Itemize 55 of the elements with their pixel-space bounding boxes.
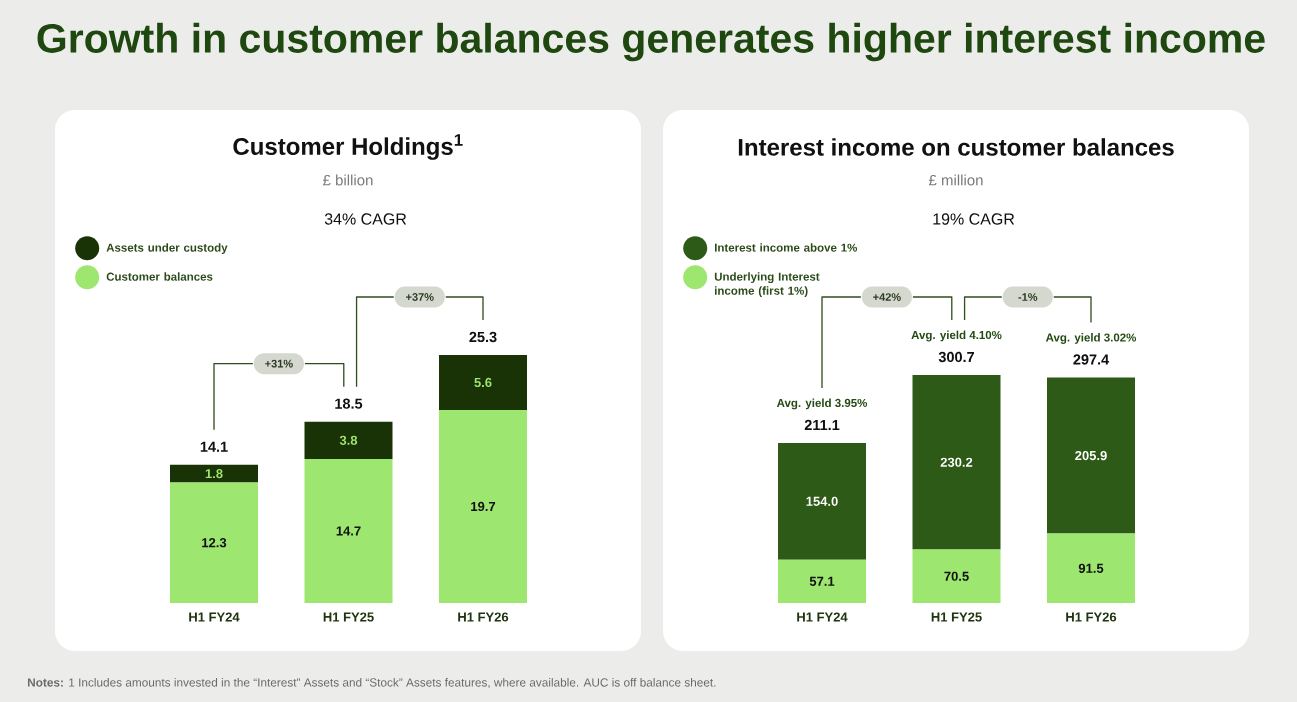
data-label: 14.7 xyxy=(336,526,361,536)
data-label: 70.5 xyxy=(944,571,969,581)
total-label: 18.5 xyxy=(335,398,363,409)
total-label: 297.4 xyxy=(1073,354,1110,365)
total-label: 25.3 xyxy=(469,331,497,343)
bar xyxy=(912,375,1001,550)
bar xyxy=(170,482,258,603)
legend-label: Interest income above 1% xyxy=(714,243,858,252)
data-label: 1.8 xyxy=(205,469,223,479)
annotation: Avg. yield 3.02% xyxy=(1045,333,1137,344)
data-label: 230.2 xyxy=(940,457,973,467)
text: 34% CAGR xyxy=(324,213,407,225)
bar xyxy=(1047,533,1136,603)
bar xyxy=(1047,377,1136,534)
bar xyxy=(439,409,527,603)
x-tick-label: H1 FY24 xyxy=(189,612,240,622)
data-label: 12.3 xyxy=(202,538,227,548)
data-label: 154.0 xyxy=(806,496,838,506)
chart-title: Customer Holdings$^{1}$ xyxy=(233,134,463,160)
annotation: Avg. yield 4.10% xyxy=(911,330,1002,342)
text: -1% xyxy=(1018,293,1038,301)
total-label: 14.1 xyxy=(200,441,228,452)
text: +42% xyxy=(873,293,901,301)
legend-label: Assets under custody xyxy=(106,243,228,254)
total-label: 211.1 xyxy=(804,419,840,430)
chart-title: Interest income on customer balances xyxy=(738,138,1174,156)
chart-subtitle: £ million xyxy=(928,174,983,186)
bar xyxy=(778,559,867,603)
total-label: 300.7 xyxy=(938,351,975,363)
text: Notes: 1 Includes amounts invested in the “Interest” Assets and “Stock” Assets features, where available. AUC is off balance sheet. xyxy=(27,677,716,689)
bar xyxy=(304,458,393,603)
bar xyxy=(304,421,393,459)
chart-subtitle: £ billion xyxy=(323,174,373,186)
legend-label: Underlying Interest income (first 1%) xyxy=(714,272,820,298)
data-label: 205.9 xyxy=(1075,450,1107,461)
legend-label: Customer balances xyxy=(106,272,213,281)
text: +37% xyxy=(406,293,434,301)
x-tick-label: H1 FY26 xyxy=(458,612,509,622)
x-tick-label: H1 FY24 xyxy=(797,612,848,622)
bar xyxy=(170,464,258,483)
annotation: +31% xyxy=(265,359,293,368)
x-tick-label: H1 FY26 xyxy=(1066,612,1117,622)
x-tick-label: H1 FY25 xyxy=(323,612,374,622)
x-tick-label: H1 FY25 xyxy=(931,612,982,622)
data-label: 5.6 xyxy=(474,377,492,388)
data-label: 57.1 xyxy=(809,576,835,586)
bar xyxy=(778,442,867,560)
data-label: 3.8 xyxy=(339,435,358,445)
bar xyxy=(439,355,527,410)
data-label: 19.7 xyxy=(471,501,496,512)
bar xyxy=(912,549,1001,603)
annotation: Avg. yield 3.95% xyxy=(776,398,868,410)
data-label: 91.5 xyxy=(1078,563,1104,573)
text: 19% CAGR xyxy=(933,213,1015,225)
text: Growth in customer balances generates higher interest income xyxy=(37,22,1265,62)
